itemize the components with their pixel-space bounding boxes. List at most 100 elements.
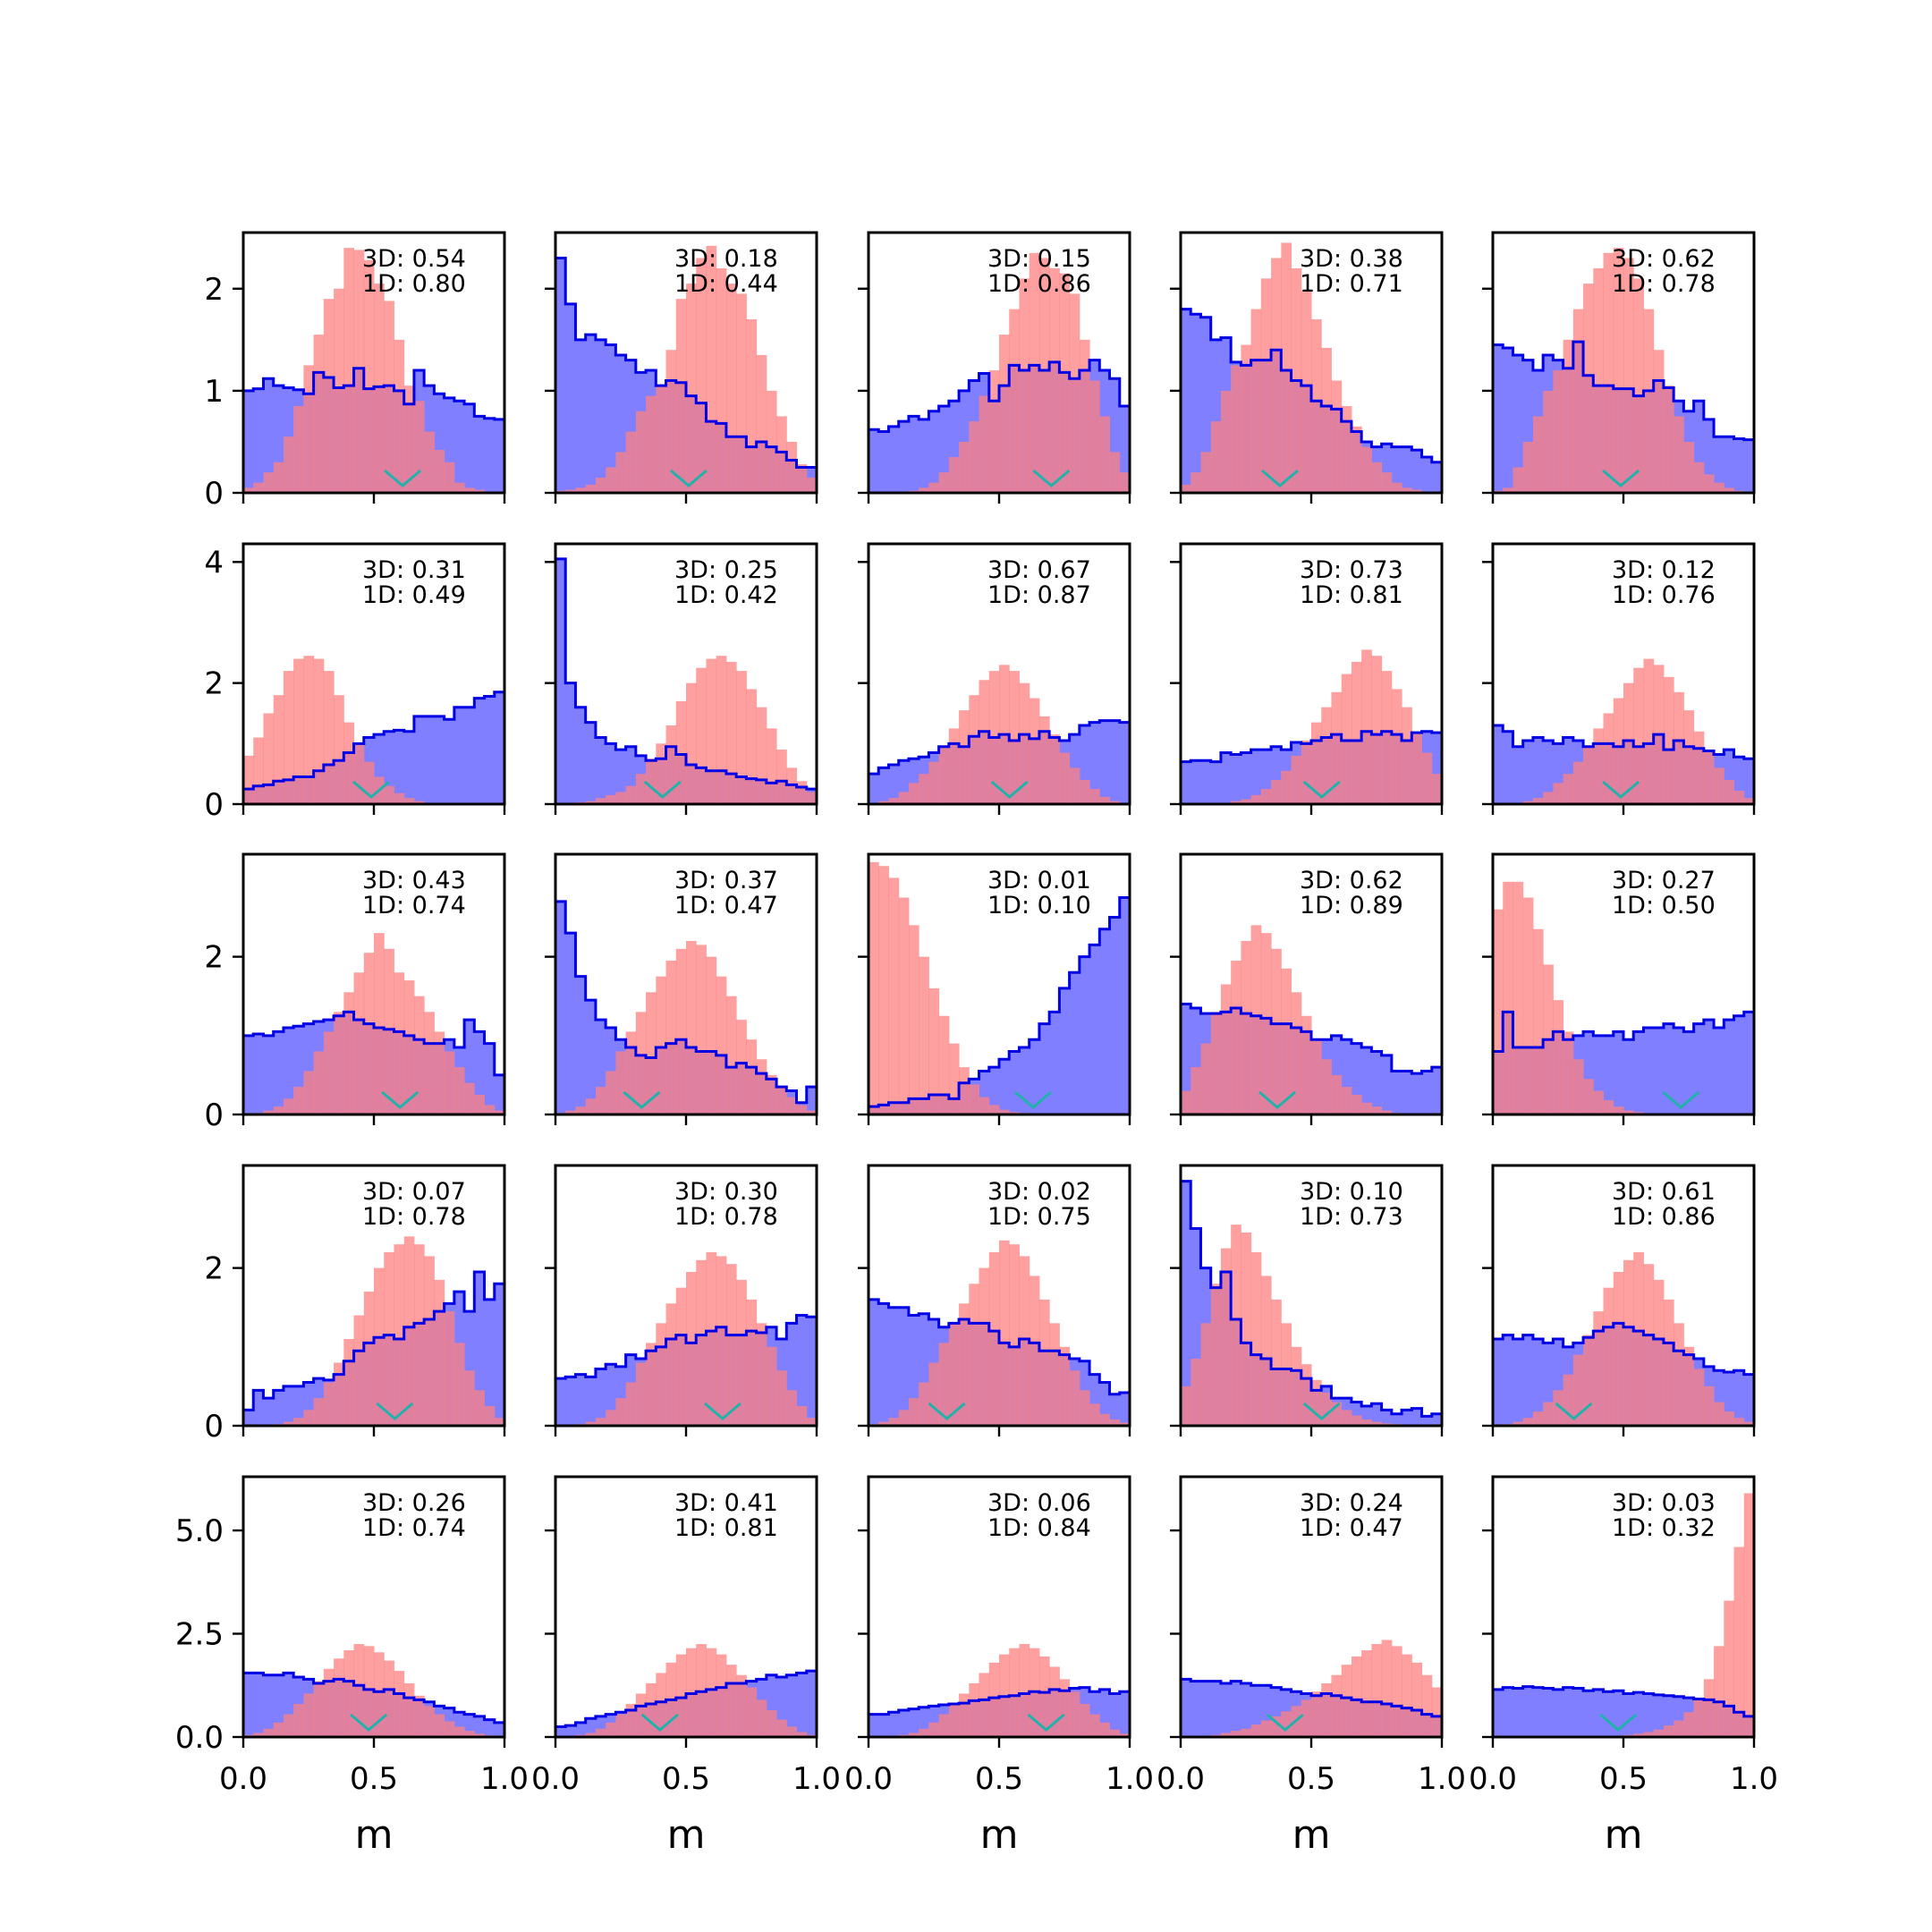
marker-chevron	[350, 1713, 388, 1732]
red-bar	[1241, 1728, 1252, 1737]
blue-bar	[585, 335, 597, 493]
blue-bar	[303, 1382, 315, 1426]
blue-bar	[273, 1390, 284, 1426]
blue-bar	[565, 933, 576, 1114]
red-bar	[1220, 390, 1232, 493]
marker-chevron	[352, 780, 391, 799]
blue-bar	[565, 682, 576, 804]
blue-bar	[1210, 761, 1222, 804]
red-bar	[283, 1421, 294, 1426]
blue-bar	[1503, 1687, 1513, 1737]
blue-bar	[1271, 746, 1282, 804]
red-bar	[656, 976, 667, 1114]
red-bar	[1613, 1272, 1624, 1426]
blue-step-line	[1179, 1677, 1444, 1737]
red-bar	[1733, 1546, 1745, 1737]
blue-bar	[878, 1714, 889, 1737]
red-bar	[1603, 252, 1614, 493]
blue-bar	[1181, 309, 1191, 493]
blue-bar	[1109, 378, 1121, 493]
blue-bar	[1250, 750, 1262, 804]
annotation-1d: 1D: 0.42	[674, 581, 778, 609]
blue-bar	[1513, 354, 1524, 493]
blue-bar	[1724, 436, 1735, 493]
blue-bar	[1421, 1071, 1433, 1114]
marker-chevron	[623, 1090, 661, 1109]
blue-bar	[1674, 1696, 1684, 1737]
blue-bar	[1181, 761, 1191, 804]
red-bar	[444, 1051, 455, 1114]
red-bar	[1079, 779, 1090, 804]
red-bar	[1633, 278, 1644, 493]
blue-step-line	[242, 1671, 506, 1737]
red-bar	[1029, 1275, 1040, 1426]
blue-bar	[555, 901, 566, 1114]
red-bar	[1603, 1287, 1614, 1426]
red-bar	[1271, 1299, 1282, 1426]
red-bar	[474, 1094, 486, 1114]
red-bar	[334, 1012, 344, 1114]
blue-bar	[806, 1671, 818, 1737]
blue-bar	[1260, 750, 1272, 804]
marker-chevron	[376, 1402, 414, 1420]
annotation-3d: 3D: 0.38	[1300, 245, 1403, 273]
red-bar	[746, 1687, 758, 1737]
red-bar	[353, 743, 365, 804]
red-bar	[1059, 273, 1071, 493]
red-bar	[1109, 1419, 1121, 1426]
red-bar	[1250, 925, 1262, 1114]
red-bar	[1049, 1323, 1060, 1426]
red-bar	[1220, 984, 1232, 1114]
blue-bar	[1119, 1691, 1131, 1737]
annotation-3d: 3D: 0.02	[987, 1178, 1091, 1206]
blue-bar	[1743, 758, 1755, 804]
red-bar	[696, 1259, 707, 1426]
red-bar	[625, 1382, 637, 1426]
blue-bar	[1402, 1071, 1412, 1114]
blue-bar	[806, 1087, 818, 1114]
red-bar	[1613, 248, 1624, 493]
red-bar	[384, 1660, 394, 1737]
red-bar	[786, 1097, 798, 1114]
red-bar	[999, 1109, 1010, 1114]
red-bar	[363, 259, 375, 493]
red-bar	[575, 1106, 587, 1114]
x-tick-label: 0.5	[975, 1761, 1023, 1797]
blue-bar	[474, 416, 486, 493]
red-bar	[1663, 1299, 1674, 1426]
red-bar	[988, 1662, 1000, 1737]
blue-bar	[1099, 1382, 1111, 1426]
red-bar	[686, 1272, 697, 1426]
red-bar	[1693, 462, 1705, 493]
red-bar	[313, 1398, 325, 1426]
red-bar	[363, 953, 375, 1114]
blue-bar	[444, 719, 455, 804]
blue-bar	[1181, 1004, 1191, 1114]
red-bar	[1220, 1248, 1232, 1426]
red-bar	[1553, 1390, 1564, 1426]
red-bar	[736, 1279, 747, 1426]
red-bar	[1250, 309, 1262, 493]
blue-bar	[878, 1303, 889, 1426]
red-bar	[1563, 339, 1574, 493]
blue-bar	[1603, 1691, 1614, 1737]
red-bar	[1503, 487, 1513, 493]
red-bar	[898, 1410, 910, 1426]
red-bar	[334, 1362, 344, 1426]
blue-bar	[888, 1712, 900, 1737]
red-bar	[696, 945, 707, 1114]
red-bar	[938, 1343, 950, 1426]
blue-bar	[1563, 1687, 1574, 1737]
red-bar	[796, 1105, 808, 1114]
blue-bar	[898, 1307, 910, 1426]
red-bar	[595, 1087, 606, 1114]
marker-chevron	[703, 1402, 741, 1420]
red-bar	[1522, 801, 1534, 804]
red-bar	[1583, 1335, 1594, 1426]
red-bar	[725, 996, 737, 1114]
red-bar	[786, 441, 798, 493]
annotation-1d: 1D: 0.84	[987, 1514, 1091, 1542]
